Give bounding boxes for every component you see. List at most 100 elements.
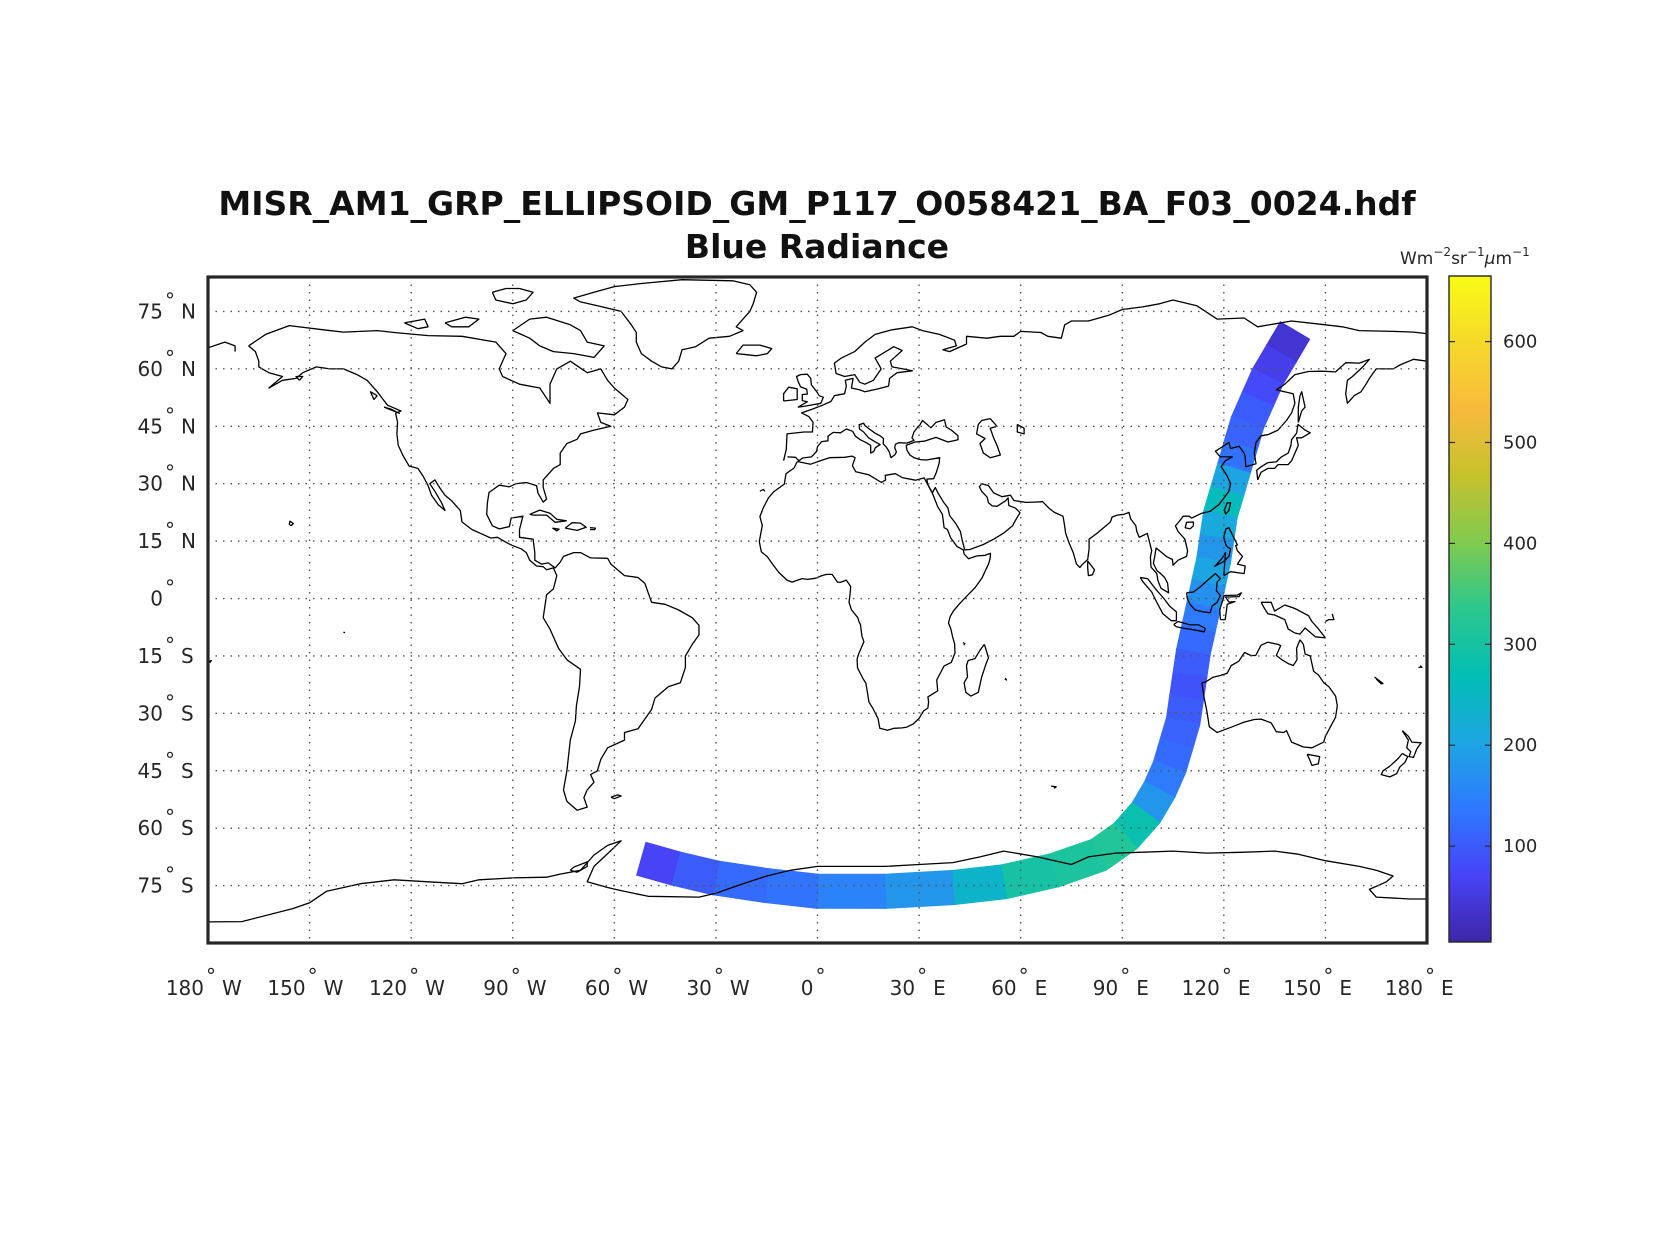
degree-mark: °	[165, 518, 175, 542]
lat-tick-label: 75	[138, 299, 163, 323]
coastline	[1004, 677, 1008, 681]
coastline	[795, 373, 824, 408]
coastline	[962, 641, 966, 646]
map-axes: 75 ° N60 ° N45 ° N30 ° N15 ° N0 °15 ° S30 ° S45 ° S60 ° S75…	[138, 275, 1454, 1000]
coastline	[589, 527, 597, 531]
degree-mark: °	[165, 690, 175, 714]
lat-tick-hemisphere: N	[181, 414, 196, 438]
swath-segment	[816, 873, 887, 909]
latitude-tick-labels: 75 ° N60 ° N45 ° N30 ° N15 ° N0 °15 ° S30 ° S45 ° S60 ° S75…	[138, 288, 196, 897]
degree-mark: °	[1222, 964, 1232, 988]
lon-tick-hemisphere: E	[1238, 976, 1251, 1000]
degree-mark: °	[165, 576, 175, 600]
degree-mark: °	[206, 964, 216, 988]
lat-tick-label: 30	[138, 701, 163, 725]
lon-tick-hemisphere: W	[628, 976, 648, 1000]
coastline	[1201, 639, 1338, 749]
lon-tick-label: 180	[166, 976, 204, 1000]
lon-tick-hemisphere: E	[933, 976, 946, 1000]
swath-segment	[884, 869, 955, 909]
degree-mark: °	[917, 964, 927, 988]
lon-tick-hemisphere: W	[425, 976, 445, 1000]
coastline	[1256, 423, 1311, 481]
swath-segment	[712, 860, 770, 904]
lat-tick-hemisphere: S	[181, 874, 194, 898]
units-exp-1: −2	[1433, 245, 1451, 259]
colorbar-units: Wm−2sr−1μm−1	[1400, 245, 1530, 269]
coastline	[1297, 391, 1306, 423]
degree-mark: °	[1323, 964, 1333, 988]
coastline	[383, 406, 400, 414]
degree-mark: °	[612, 964, 622, 988]
coastline	[1087, 560, 1096, 577]
lat-tick-hemisphere: S	[181, 759, 194, 783]
colorbar-tick-label: 200	[1503, 735, 1537, 756]
units-mu: μ	[1484, 249, 1496, 269]
degree-mark: °	[1425, 964, 1435, 988]
colorbar-tick-label: 100	[1503, 836, 1537, 857]
coastline	[573, 279, 758, 370]
coastline	[758, 455, 992, 731]
chart-title: MISR_AM1_GRP_ELLIPSOID_GM_P117_O058421_B…	[218, 184, 1416, 223]
lon-tick-label: 90	[483, 976, 508, 1000]
coastline	[1325, 613, 1335, 623]
degree-mark: °	[165, 461, 175, 485]
coastline	[208, 341, 236, 352]
degree-mark: °	[1019, 964, 1029, 988]
lon-tick-label: 120	[1182, 976, 1220, 1000]
lon-tick-label: 0	[801, 976, 814, 1000]
coastline	[369, 391, 378, 401]
graticule	[207, 277, 1428, 943]
coastline	[404, 318, 429, 330]
degree-mark: °	[511, 964, 521, 988]
lat-tick-hemisphere: S	[181, 816, 194, 840]
lon-tick-label: 150	[1283, 976, 1321, 1000]
coastline	[1016, 423, 1025, 435]
coastline	[208, 840, 1427, 923]
lat-tick-hemisphere: S	[181, 701, 194, 725]
coastline	[529, 509, 567, 523]
degree-mark: °	[1120, 964, 1130, 988]
coastline	[1185, 572, 1222, 614]
coastline	[1260, 601, 1327, 639]
degree-mark: °	[714, 964, 724, 988]
coastline	[1184, 521, 1195, 530]
coastline	[512, 316, 605, 359]
degree-mark: °	[165, 863, 175, 887]
lon-tick-hemisphere: E	[1339, 976, 1352, 1000]
coastline	[735, 344, 773, 357]
degree-mark: °	[165, 805, 175, 829]
coastlines	[208, 279, 1427, 923]
lon-tick-label: 30	[686, 976, 711, 1000]
coastline	[1051, 785, 1057, 789]
coastline	[295, 375, 304, 381]
lon-tick-hemisphere: W	[527, 976, 547, 1000]
coastline	[787, 358, 1427, 594]
lat-tick-label: 45	[138, 414, 163, 438]
lat-tick-label: 60	[138, 357, 163, 381]
coastline	[288, 520, 294, 527]
swath-segment	[636, 841, 681, 886]
units-exp-3: −1	[1512, 245, 1530, 259]
lat-tick-label: 15	[138, 644, 163, 668]
colorbar-gradient	[1448, 275, 1492, 943]
chart-subtitle: Blue Radiance	[685, 227, 949, 266]
degree-mark: °	[165, 403, 175, 427]
coastline	[444, 316, 480, 328]
lat-tick-label: 45	[138, 759, 163, 783]
coastline	[569, 861, 588, 873]
coastline	[1219, 592, 1243, 621]
units-w-m: Wm	[1400, 249, 1433, 269]
units-sr: sr	[1451, 249, 1467, 269]
lat-tick-hemisphere: N	[181, 357, 196, 381]
degree-mark: °	[409, 964, 419, 988]
lat-tick-hemisphere: S	[181, 644, 194, 668]
degree-mark: °	[165, 633, 175, 657]
coastline	[1223, 502, 1232, 515]
lon-tick-hemisphere: E	[1035, 976, 1048, 1000]
swath-segment	[950, 864, 1008, 906]
coastline	[1401, 730, 1422, 759]
lon-tick-hemisphere: E	[1441, 976, 1454, 1000]
